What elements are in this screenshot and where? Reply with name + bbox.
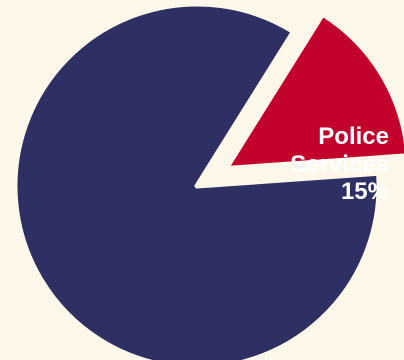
pie-slice-other: [12, 1, 382, 360]
slices-group: [12, 1, 404, 360]
slice-label-line-2: Services: [290, 151, 389, 178]
slice-label-line-1: Police: [318, 123, 389, 150]
slice-value-label: 15%: [341, 178, 389, 205]
pie-slice-police-services: [223, 11, 404, 171]
